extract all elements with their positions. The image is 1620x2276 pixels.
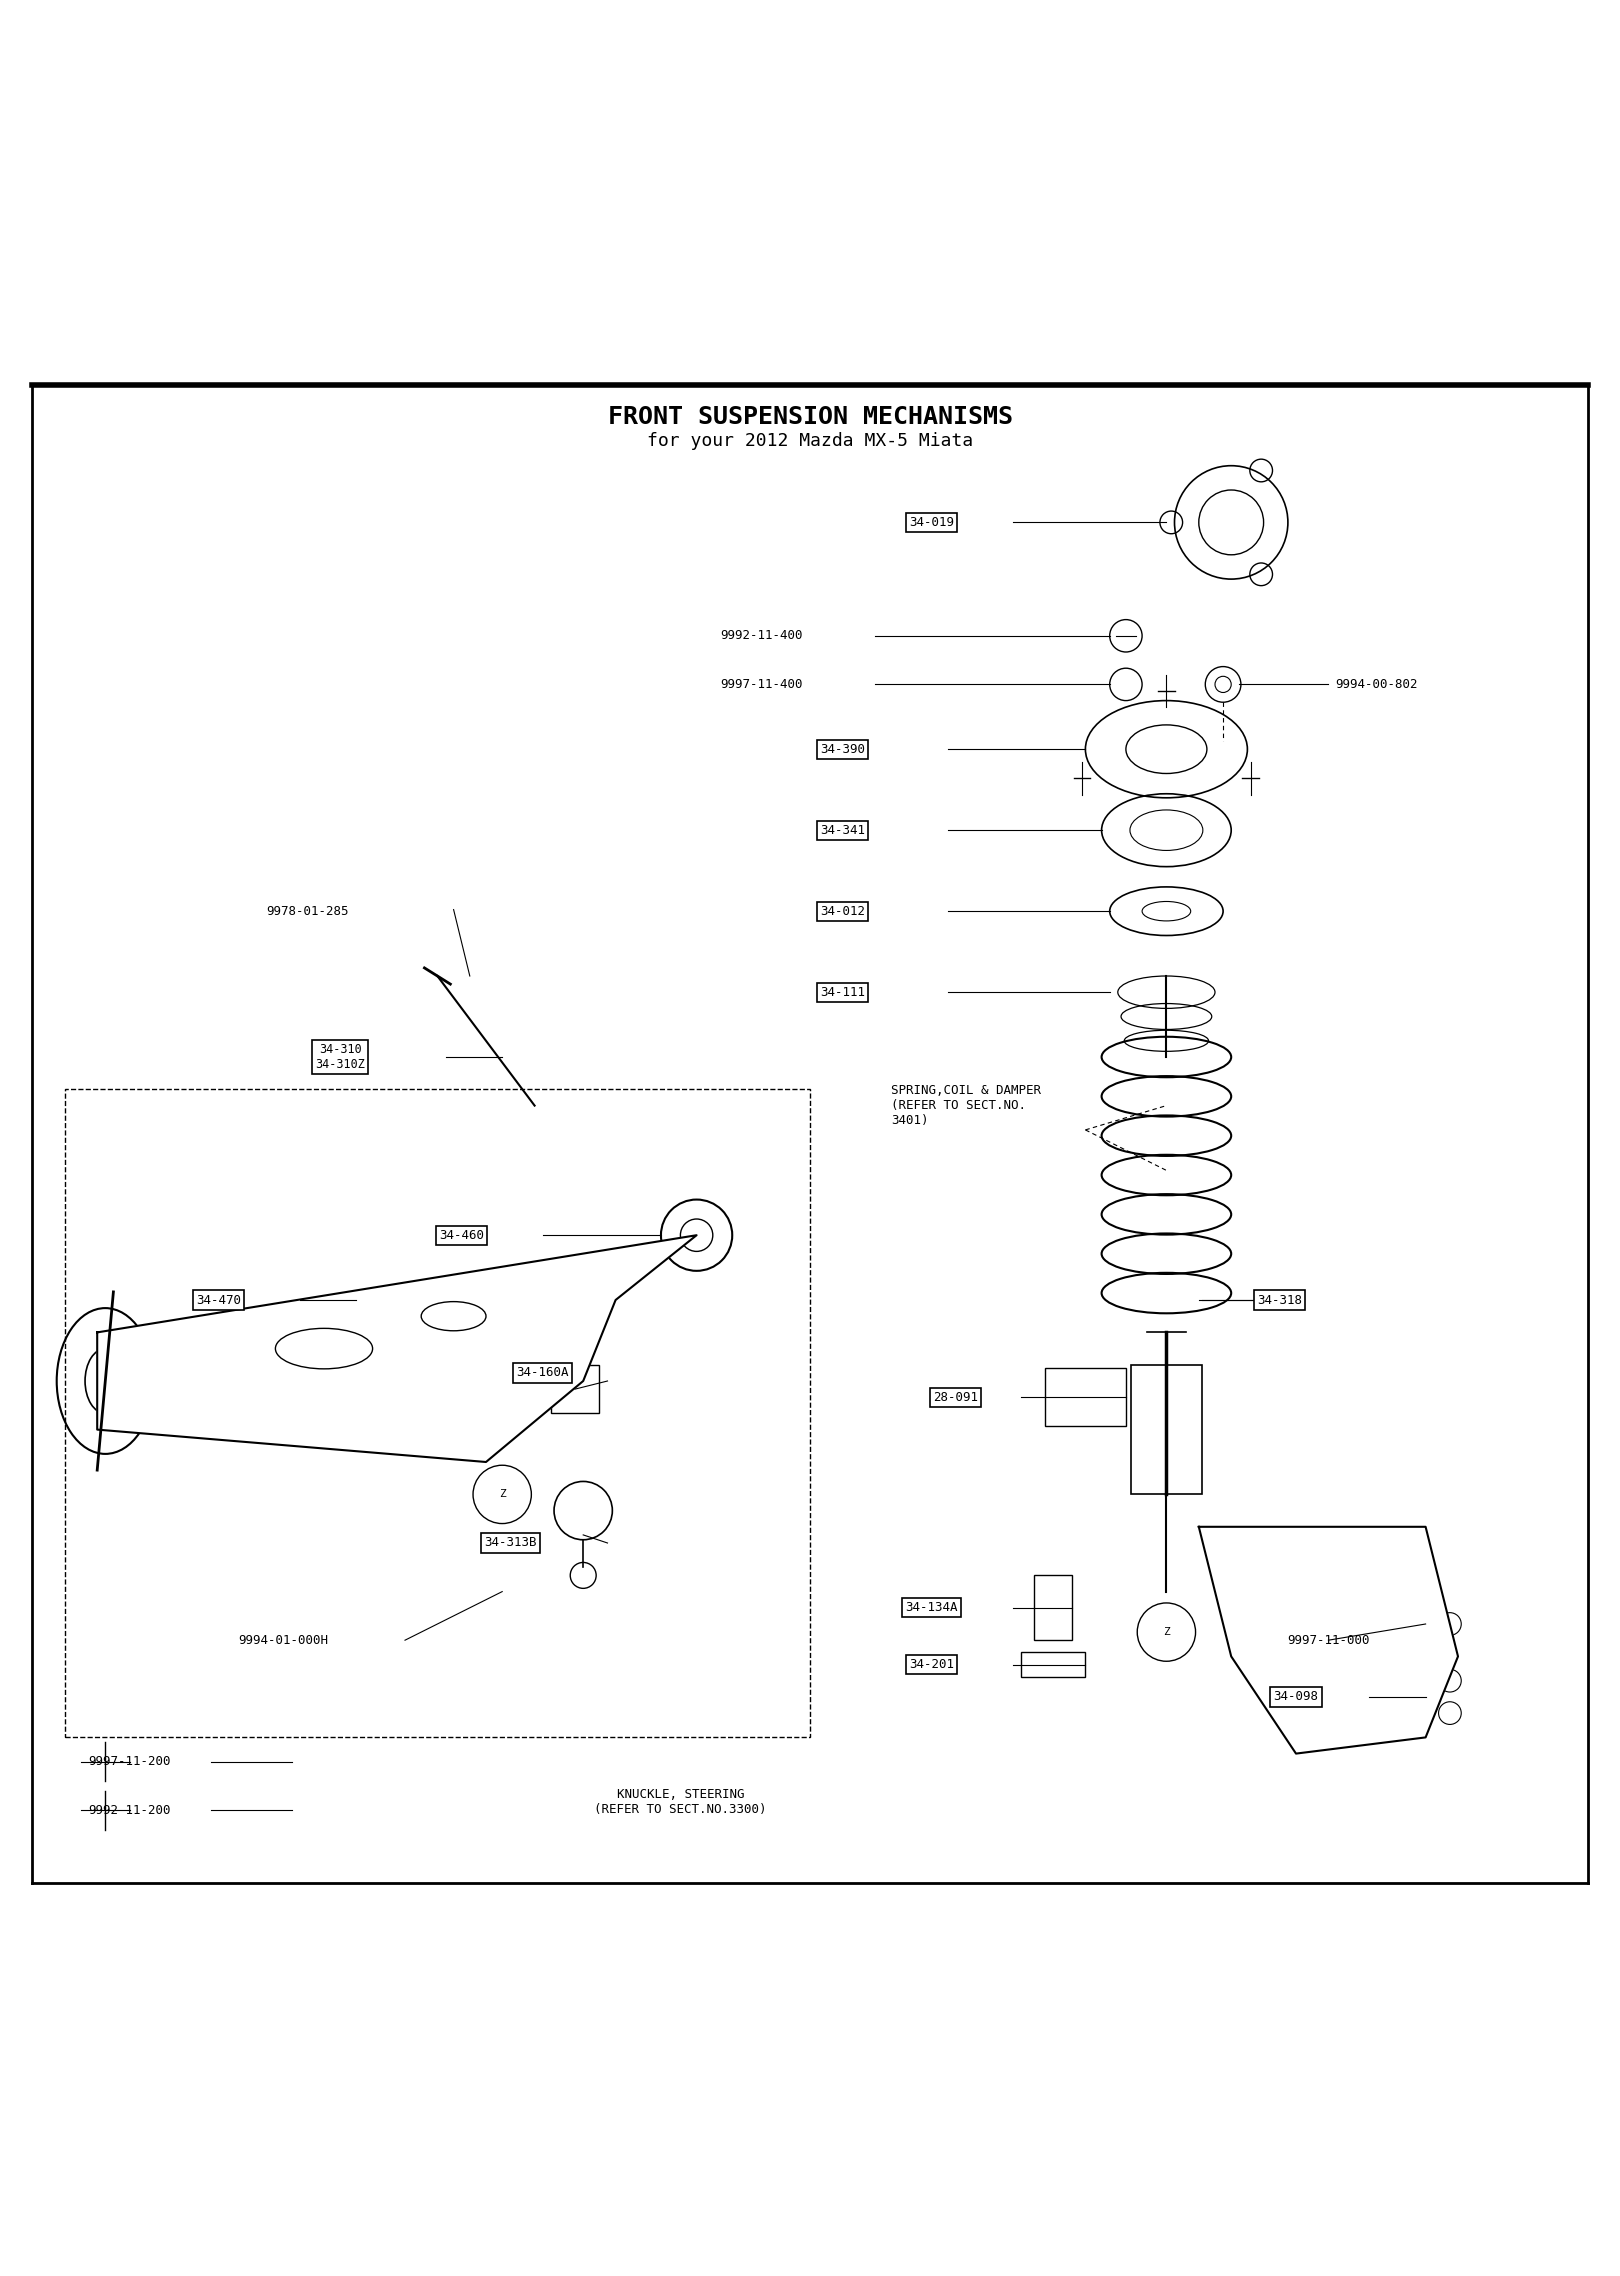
Text: 9997-11-200: 9997-11-200 bbox=[89, 1755, 170, 1768]
Text: 34-012: 34-012 bbox=[820, 904, 865, 917]
Text: 9992-11-200: 9992-11-200 bbox=[89, 1805, 170, 1816]
Text: 34-134A: 34-134A bbox=[906, 1602, 957, 1614]
Text: 28-091: 28-091 bbox=[933, 1391, 978, 1404]
Text: 34-310
34-310Z: 34-310 34-310Z bbox=[316, 1042, 365, 1072]
Text: 9997-11-000: 9997-11-000 bbox=[1288, 1634, 1369, 1648]
Text: 34-390: 34-390 bbox=[820, 742, 865, 756]
Text: FRONT SUSPENSION MECHANISMS: FRONT SUSPENSION MECHANISMS bbox=[608, 405, 1012, 430]
Text: 9997-11-400: 9997-11-400 bbox=[721, 678, 802, 692]
Text: for your 2012 Mazda MX-5 Miata: for your 2012 Mazda MX-5 Miata bbox=[646, 432, 974, 451]
Ellipse shape bbox=[421, 1302, 486, 1331]
Text: Z: Z bbox=[1163, 1627, 1170, 1636]
Text: 34-098: 34-098 bbox=[1273, 1691, 1319, 1702]
Text: KNUCKLE, STEERING
(REFER TO SECT.NO.3300): KNUCKLE, STEERING (REFER TO SECT.NO.3300… bbox=[595, 1789, 766, 1816]
Polygon shape bbox=[1199, 1527, 1458, 1753]
Text: 34-460: 34-460 bbox=[439, 1229, 484, 1243]
Text: 34-470: 34-470 bbox=[196, 1293, 241, 1306]
Text: 9994-00-802: 9994-00-802 bbox=[1336, 678, 1418, 692]
Text: 34-160A: 34-160A bbox=[517, 1366, 569, 1379]
Text: Z: Z bbox=[499, 1489, 505, 1500]
Polygon shape bbox=[97, 1236, 697, 1461]
Text: 34-201: 34-201 bbox=[909, 1657, 954, 1671]
Text: 34-111: 34-111 bbox=[820, 986, 865, 999]
Text: 34-313B: 34-313B bbox=[484, 1536, 536, 1550]
Text: 34-318: 34-318 bbox=[1257, 1293, 1302, 1306]
Text: 34-019: 34-019 bbox=[909, 517, 954, 528]
Text: 9978-01-285: 9978-01-285 bbox=[267, 904, 348, 917]
Text: 9992-11-400: 9992-11-400 bbox=[721, 628, 802, 642]
Ellipse shape bbox=[275, 1329, 373, 1368]
Text: SPRING,COIL & DAMPER
(REFER TO SECT.NO.
3401): SPRING,COIL & DAMPER (REFER TO SECT.NO. … bbox=[891, 1083, 1042, 1127]
Text: 34-341: 34-341 bbox=[820, 824, 865, 838]
Text: 9994-01-000H: 9994-01-000H bbox=[238, 1634, 329, 1648]
